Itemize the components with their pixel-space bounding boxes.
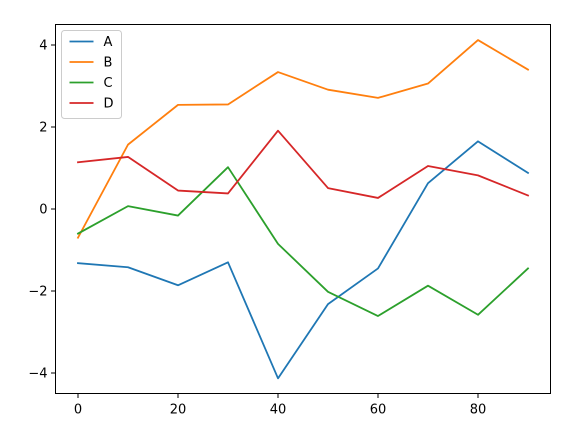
y-axis: −4 −2 0 2 4 [28,39,56,382]
legend-label-a: A [104,35,113,50]
x-tick-label: 40 [270,403,287,418]
y-tick-label: 0 [39,203,47,218]
plot-area [55,24,551,394]
legend-label-c: C [104,76,113,91]
series-layer [76,39,530,380]
x-tick-label: 80 [470,403,487,418]
x-tick-label: 60 [370,403,387,418]
y-tick-label: −4 [28,367,47,382]
series-line-c [76,166,530,317]
legend-box [61,30,122,119]
x-tick-label: 0 [74,403,82,418]
y-tick-label: 2 [39,121,47,136]
series-line-a [77,140,530,380]
y-tick-label: 4 [39,39,47,54]
x-tick-label: 20 [170,403,187,418]
legend-label-d: D [104,97,114,112]
y-tick-label: −2 [28,285,47,300]
series-line-b [76,39,530,239]
legend-label-b: B [104,56,113,71]
x-axis: 0 20 40 60 80 [74,393,487,418]
series-line-d [77,129,530,199]
